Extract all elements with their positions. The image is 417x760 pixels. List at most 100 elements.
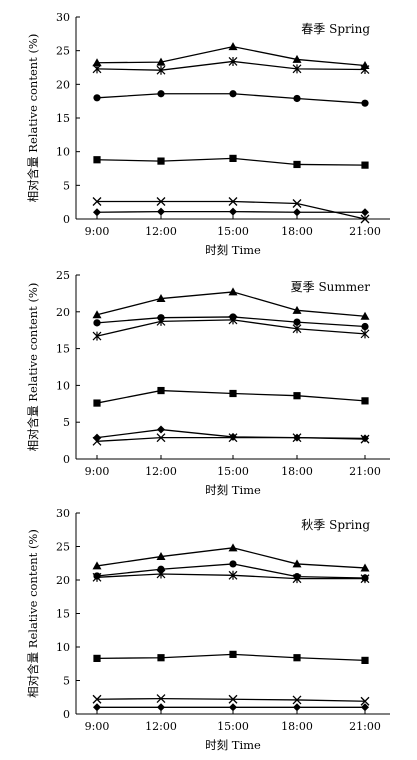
series-triangle <box>92 543 370 572</box>
x-tick-label: 12:00 <box>145 225 177 238</box>
point-asterisk <box>228 570 238 580</box>
point-triangle <box>92 561 102 570</box>
series-circle <box>93 90 369 107</box>
series-diamond <box>93 207 369 217</box>
panel-title: 春季 Spring <box>301 22 370 36</box>
point-x <box>156 694 166 704</box>
point-square <box>361 161 369 169</box>
point-x <box>292 199 302 208</box>
point-square <box>229 154 237 162</box>
point-square <box>229 650 237 658</box>
point-circle <box>293 94 301 103</box>
point-square <box>361 397 369 405</box>
x-tick-label: 15:00 <box>217 720 249 733</box>
point-x <box>92 436 102 446</box>
series-asterisk <box>92 315 370 341</box>
point-triangle <box>292 305 302 314</box>
point-diamond <box>361 703 369 712</box>
point-triangle <box>292 559 302 568</box>
point-circle <box>361 322 369 331</box>
point-triangle <box>156 294 166 303</box>
x-tick-label: 9:00 <box>85 720 110 733</box>
y-tick-label: 25 <box>56 269 70 282</box>
x-tick-label: 12:00 <box>145 720 177 733</box>
series-x <box>92 197 370 224</box>
x-axis-title: 时刻 Time <box>205 483 261 497</box>
point-x <box>92 694 102 704</box>
point-triangle <box>156 57 166 66</box>
point-circle <box>157 90 165 98</box>
point-triangle <box>228 287 238 296</box>
point-diamond <box>157 703 165 712</box>
panel-autumn: 0 5 10 15 20 25 30 9:00 12:00 15:00 18:00 21:00 时刻 T… <box>26 507 390 752</box>
point-x <box>292 433 302 443</box>
point-diamond <box>93 703 101 712</box>
point-triangle <box>228 543 238 552</box>
point-asterisk <box>360 65 370 75</box>
panel-title: 秋季 Spring <box>301 518 370 532</box>
point-asterisk <box>92 572 102 582</box>
point-triangle <box>360 563 370 572</box>
point-diamond <box>157 425 165 434</box>
y-tick-label: 20 <box>56 78 70 91</box>
y-tick-label: 10 <box>56 146 70 159</box>
point-x <box>228 197 238 206</box>
y-tick-label: 20 <box>56 574 70 587</box>
y-tick-label: 5 <box>63 675 70 688</box>
point-asterisk <box>228 315 238 325</box>
y-tick-label: 0 <box>63 453 70 466</box>
point-triangle <box>292 54 302 63</box>
point-circle <box>93 94 101 102</box>
point-asterisk <box>292 324 302 334</box>
y-axis-title: 相对含量 Relative content (%) <box>26 283 40 452</box>
point-circle <box>157 565 165 573</box>
y-tick-label: 20 <box>56 306 70 319</box>
point-asterisk <box>92 331 102 341</box>
point-circle <box>93 319 101 327</box>
point-diamond <box>157 207 165 216</box>
series-square <box>93 154 369 169</box>
panel-summer: 0 5 10 15 20 25 9:00 12:00 15:00 18:00 21:00 时刻 Tim… <box>26 269 390 497</box>
point-circle <box>229 560 237 568</box>
point-triangle <box>92 58 102 67</box>
series-asterisk <box>92 56 370 75</box>
series-x <box>92 694 370 706</box>
point-triangle <box>156 552 166 561</box>
point-circle <box>361 99 369 107</box>
panel-spring: 0 5 10 15 20 25 30 9:00 12:00 15:00 18:00 21:00 时刻 T… <box>26 11 390 257</box>
point-square <box>157 157 165 165</box>
point-x <box>360 214 370 224</box>
point-x <box>156 433 166 443</box>
y-axis-title: 相对含量 Relative content (%) <box>26 34 40 203</box>
y-tick-label: 15 <box>56 343 70 356</box>
point-diamond <box>229 703 237 712</box>
series-asterisk <box>92 569 370 584</box>
point-x <box>92 197 102 206</box>
point-diamond <box>93 208 101 217</box>
x-tick-label: 15:00 <box>217 465 249 478</box>
y-tick-label: 0 <box>63 213 70 226</box>
point-square <box>93 399 101 407</box>
x-tick-label: 12:00 <box>145 465 177 478</box>
point-circle <box>229 90 237 98</box>
y-tick-label: 10 <box>56 641 70 654</box>
x-tick-label: 9:00 <box>85 225 110 238</box>
series-triangle <box>92 287 370 320</box>
series-diamond <box>93 703 369 712</box>
point-square <box>157 654 165 662</box>
point-x <box>228 433 238 443</box>
point-x <box>292 695 302 705</box>
point-asterisk <box>156 569 166 579</box>
series-line <box>96 291 366 317</box>
point-triangle <box>92 310 102 319</box>
y-tick-label: 10 <box>56 379 70 392</box>
x-tick-label: 18:00 <box>281 720 313 733</box>
point-square <box>229 389 237 398</box>
y-tick-label: 5 <box>63 179 70 192</box>
point-square <box>93 156 101 164</box>
x-tick-label: 18:00 <box>281 465 313 478</box>
point-square <box>293 392 301 400</box>
point-x <box>228 694 238 704</box>
y-tick-label: 15 <box>56 608 70 621</box>
